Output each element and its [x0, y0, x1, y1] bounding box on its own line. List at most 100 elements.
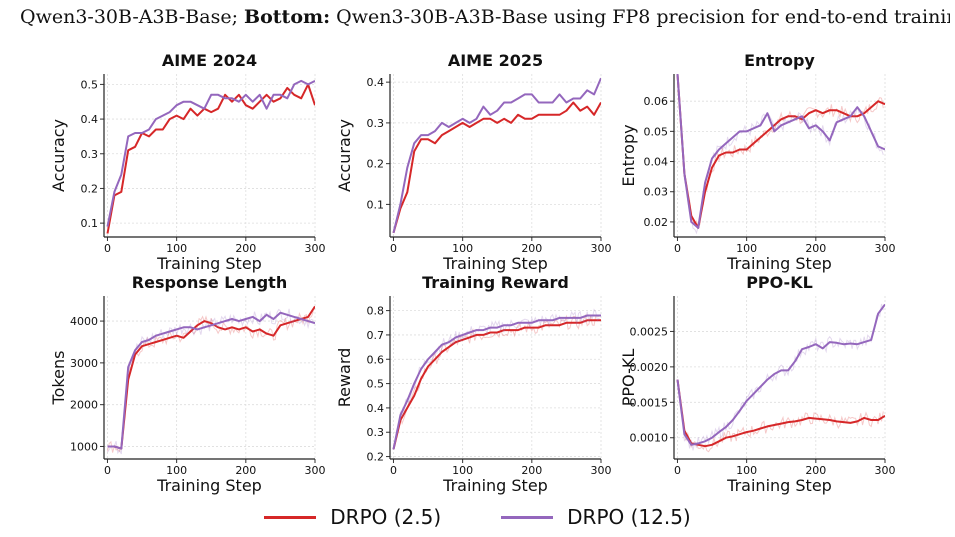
series-line-drpo-12-5	[676, 303, 885, 446]
raw-trace-drpo-12-5	[677, 303, 884, 451]
y-tick-label: 1000	[70, 440, 98, 453]
x-tick-label: 0	[674, 242, 681, 255]
series-line-drpo-2-5	[392, 319, 601, 450]
plot-area	[106, 79, 315, 234]
raw-trace-drpo-12-5	[107, 308, 314, 455]
plot-area	[676, 74, 885, 235]
y-tick-label: 2000	[70, 399, 98, 412]
y-axis-label: Accuracy	[49, 119, 68, 192]
raw-trace-drpo-12-5	[677, 74, 884, 235]
caption-prefix: Qwen3-30B-A3B-Base;	[20, 6, 238, 28]
caption-rest: Qwen3-30B-A3B-Base using FP8 precision f…	[336, 6, 950, 28]
legend-label-drpo-12-5: DRPO (12.5)	[567, 505, 691, 529]
x-tick-label: 0	[104, 242, 111, 255]
legend-label-drpo-2-5: DRPO (2.5)	[330, 505, 442, 529]
y-tick-label: 3000	[70, 357, 98, 370]
legend-item-drpo-2-5: DRPO (2.5)	[264, 505, 441, 529]
raw-trace-drpo-2-5	[677, 382, 884, 453]
x-axis-label: Training Step	[726, 476, 832, 495]
y-tick-label: 0.02	[644, 216, 669, 229]
y-tick-label: 0.5	[367, 378, 385, 391]
x-axis-label: Training Step	[442, 476, 548, 495]
x-tick-label: 0	[390, 464, 397, 477]
raw-trace-drpo-2-5	[107, 311, 314, 453]
caption-bold-word: Bottom:	[244, 6, 331, 28]
x-tick-label: 100	[166, 464, 187, 477]
y-tick-label: 0.2	[81, 182, 99, 195]
series-line-drpo-2-5	[676, 379, 885, 448]
x-axis-label: Training Step	[726, 254, 832, 273]
x-tick-label: 0	[674, 464, 681, 477]
series-line-drpo-12-5	[392, 314, 601, 450]
x-tick-label: 200	[235, 242, 256, 255]
y-tick-label: 4000	[70, 315, 98, 328]
figure-grid: AIME 2024 0.1 0.2 0.3 0.4 0.5 0 100 200 300 Traini…	[49, 51, 896, 495]
panel-entropy: Entropy 0.02 0.03 0.04 0.05 0.06 0 100 200 300 Tra…	[619, 51, 896, 273]
y-tick-label: 0.04	[644, 156, 669, 169]
series-line-drpo-12-5	[676, 74, 885, 229]
y-tick-label: 0.0015	[630, 396, 669, 409]
y-tick-label: 0.0020	[630, 361, 669, 374]
y-tick-label: 0.5	[81, 78, 99, 91]
y-tick-label: 0.8	[367, 305, 385, 318]
x-tick-label: 100	[736, 464, 757, 477]
raw-trace-drpo-2-5	[393, 313, 600, 446]
y-axis-label: PPO-KL	[619, 349, 638, 407]
y-tick-label: 0.4	[367, 402, 385, 415]
x-axis-label: Training Step	[156, 254, 262, 273]
y-tick-label: 0.3	[367, 117, 385, 130]
x-tick-label: 100	[166, 242, 187, 255]
y-axis-label: Entropy	[619, 124, 638, 186]
y-tick-label: 0.6	[367, 353, 385, 366]
x-tick-label: 200	[235, 464, 256, 477]
series-line-drpo-2-5	[107, 305, 315, 450]
x-tick-label: 300	[305, 242, 326, 255]
y-tick-label: 0.0010	[630, 432, 669, 445]
panel-title: Response Length	[132, 273, 287, 292]
y-axis-label: Tokens	[49, 351, 68, 406]
panel-title: AIME 2024	[162, 51, 257, 70]
series-line-drpo-12-5	[106, 79, 315, 227]
x-tick-label: 100	[736, 242, 757, 255]
series-line-drpo-12-5	[107, 311, 315, 450]
x-tick-label: 200	[805, 242, 826, 255]
y-tick-label: 0.3	[81, 148, 99, 161]
plot-area	[676, 303, 885, 453]
panel-ppo-kl: PPO-KL 0.0010 0.0015 0.0020 0.0025 0 100 200 300…	[619, 273, 896, 495]
y-axis-label: Reward	[335, 348, 354, 408]
plot-area	[392, 77, 601, 234]
legend-item-drpo-12-5: DRPO (12.5)	[501, 505, 691, 529]
x-tick-label: 0	[104, 464, 111, 477]
y-tick-label: 0.1	[81, 217, 99, 230]
plot-area	[392, 308, 601, 450]
y-tick-label: 0.4	[81, 113, 99, 126]
x-tick-label: 100	[452, 464, 473, 477]
panel-title: PPO-KL	[746, 273, 813, 292]
y-tick-label: 0.0025	[630, 325, 669, 338]
plot-area	[107, 305, 315, 455]
y-tick-label: 0.1	[367, 198, 385, 211]
y-axis-label: Accuracy	[335, 119, 354, 192]
x-axis-label: Training Step	[156, 476, 262, 495]
panel-title: Entropy	[744, 51, 815, 70]
x-tick-label: 100	[452, 242, 473, 255]
y-tick-label: 0.7	[367, 329, 385, 342]
legend-swatch-drpo-12-5	[501, 515, 554, 519]
legend: DRPO (2.5) DRPO (12.5)	[0, 505, 955, 529]
figure-caption: Qwen3-30B-A3B-Base; Bottom: Qwen3-30B-A3…	[20, 6, 950, 28]
x-tick-label: 300	[591, 464, 612, 477]
x-axis-label: Training Step	[442, 254, 548, 273]
x-tick-label: 200	[805, 464, 826, 477]
x-tick-label: 300	[875, 242, 896, 255]
raw-trace-drpo-12-5	[393, 308, 600, 450]
x-tick-label: 300	[591, 242, 612, 255]
panel-response-length: Response Length 1000 2000 3000 4000 0 100 200 30…	[49, 273, 326, 495]
x-tick-label: 300	[305, 464, 326, 477]
x-tick-label: 300	[875, 464, 896, 477]
y-tick-label: 0.05	[644, 125, 669, 138]
x-tick-label: 200	[521, 242, 542, 255]
series-line-drpo-2-5	[106, 83, 315, 234]
y-tick-label: 0.2	[367, 158, 385, 171]
y-tick-label: 0.3	[367, 426, 385, 439]
panel-aime-2024: AIME 2024 0.1 0.2 0.3 0.4 0.5 0 100 200 300 Traini…	[49, 51, 326, 273]
